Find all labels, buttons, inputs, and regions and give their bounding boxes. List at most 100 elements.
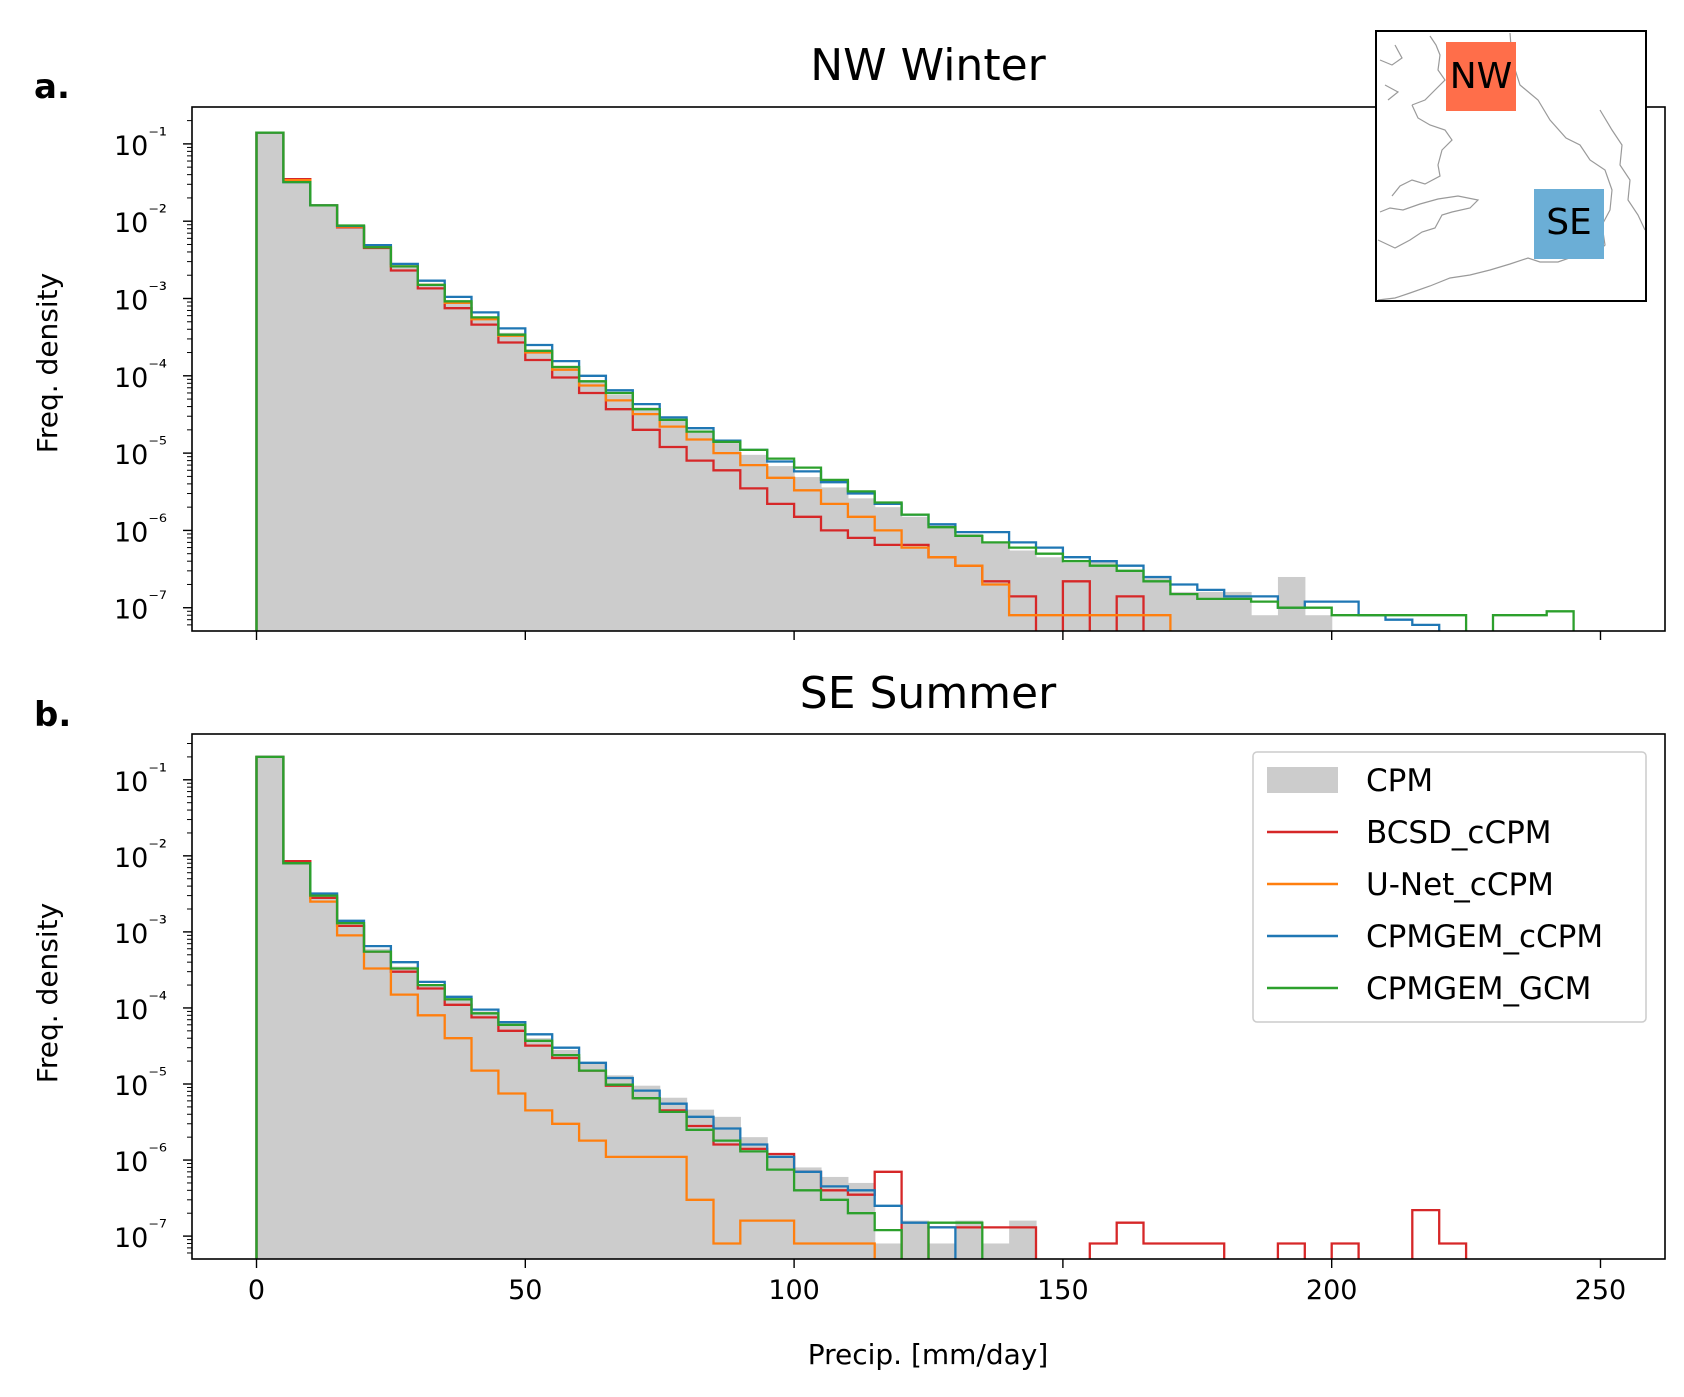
y-tick-label-b-4: 10⁻⁴ bbox=[114, 987, 167, 1026]
y-tick-label-a-3: 10⁻³ bbox=[114, 277, 167, 316]
bar-cpm-b-4 bbox=[364, 948, 392, 1259]
y-tick-label-a-5: 10⁻⁵ bbox=[114, 432, 167, 471]
panel-a: a. NW Winter Freq. density 10⁻¹10⁻²10⁻³1… bbox=[31, 40, 1666, 640]
bar-cpm-a-39 bbox=[1304, 615, 1333, 631]
bar-cpm-a-27 bbox=[982, 542, 1010, 631]
panel-b-xlabel: Precip. [mm/day] bbox=[808, 1338, 1049, 1371]
legend-label-cpm: CPM bbox=[1366, 763, 1433, 799]
y-tick-label-b-6: 10⁻⁶ bbox=[114, 1139, 167, 1178]
bar-cpm-a-33 bbox=[1143, 576, 1172, 631]
legend-label-unet: U-Net_cCPM bbox=[1366, 867, 1554, 903]
panel-a-ylabel: Freq. density bbox=[31, 273, 64, 453]
region-se-label: SE bbox=[1546, 202, 1592, 243]
panel-a-plot: 10⁻¹ 10⁻² 10⁻³ 10⁻⁴ 10⁻⁵ 10⁻⁶ 10⁻⁷ bbox=[114, 106, 1666, 640]
bar-cpm-b-17 bbox=[713, 1116, 741, 1259]
bar-cpm-a-19 bbox=[767, 466, 795, 631]
bar-cpm-a-37 bbox=[1251, 615, 1279, 631]
bar-cpm-b-16 bbox=[686, 1109, 715, 1259]
bar-cpm-a-34 bbox=[1170, 591, 1198, 631]
series-cpmgem-gcm-b bbox=[255, 755, 984, 1259]
bar-cpm-a-24 bbox=[901, 516, 930, 631]
bar-cpm-b-9 bbox=[498, 1024, 526, 1259]
bar-cpm-a-15 bbox=[659, 419, 688, 631]
bar-cpm-a-20 bbox=[794, 477, 822, 631]
axes-frame-a bbox=[191, 106, 1666, 632]
bar-cpm-a-32 bbox=[1116, 570, 1145, 631]
bar-cpm-a-2 bbox=[310, 205, 338, 632]
bar-cpm-a-4 bbox=[364, 246, 392, 632]
bar-cpm-b-7 bbox=[444, 999, 473, 1259]
bar-cpm-b-1 bbox=[283, 863, 311, 1259]
bar-cpm-a-30 bbox=[1062, 562, 1091, 631]
panel-b-label: b. bbox=[34, 695, 71, 735]
y-tick-label-b-3: 10⁻³ bbox=[114, 911, 167, 950]
y-tick-label-b-1: 10⁻¹ bbox=[114, 759, 167, 798]
y-tick-label-b-2: 10⁻² bbox=[114, 835, 167, 874]
series-cpmgem-gcm-a bbox=[255, 131, 1575, 631]
bar-cpm-b-11 bbox=[552, 1049, 580, 1259]
bar-cpm-a-23 bbox=[874, 507, 903, 631]
x-tick-label-b-150: 150 bbox=[1037, 1275, 1089, 1306]
bar-cpm-a-28 bbox=[1009, 550, 1037, 631]
bar-cpm-a-21 bbox=[820, 487, 849, 631]
series-u-net-ccpm-b bbox=[255, 755, 876, 1259]
bar-cpm-a-12 bbox=[579, 380, 607, 631]
bar-cpm-a-7 bbox=[444, 300, 473, 631]
y-tick-label-a-4: 10⁻⁴ bbox=[114, 355, 167, 394]
legend-label-cpmgem-gcm: CPMGEM_GCM bbox=[1366, 971, 1591, 1007]
bar-cpm-a-18 bbox=[740, 454, 768, 631]
x-tick-label-b-0: 0 bbox=[248, 1275, 265, 1306]
bar-cpm-a-11 bbox=[552, 365, 580, 631]
legend-swatch-cpm bbox=[1267, 767, 1338, 793]
bar-cpm-b-10 bbox=[525, 1038, 553, 1259]
y-tick-label-a-7: 10⁻⁷ bbox=[114, 587, 167, 626]
bar-cpm-b-5 bbox=[390, 966, 419, 1259]
y-tick-label-a-2: 10⁻² bbox=[114, 200, 167, 239]
bar-cpm-b-12 bbox=[579, 1062, 607, 1259]
bar-cpm-b-0 bbox=[256, 756, 284, 1259]
legend-label-cpmgem-ccpm: CPMGEM_cCPM bbox=[1366, 919, 1603, 955]
bar-cpm-a-0 bbox=[256, 132, 284, 631]
bar-cpm-a-22 bbox=[847, 498, 876, 631]
bar-cpm-b-3 bbox=[337, 925, 365, 1259]
bar-cpm-b-15 bbox=[659, 1097, 688, 1259]
legend-label-bcsd: BCSD_cCPM bbox=[1366, 815, 1552, 851]
bar-cpm-a-10 bbox=[525, 349, 553, 631]
bar-cpm-b-2 bbox=[310, 895, 338, 1259]
bar-cpm-b-14 bbox=[632, 1085, 661, 1259]
bar-cpm-a-31 bbox=[1089, 561, 1118, 631]
region-nw bbox=[1446, 42, 1516, 111]
panel-b-ylabel: Freq. density bbox=[31, 903, 64, 1083]
series-bcsd-ccpm-a bbox=[255, 131, 1145, 631]
y-tick-label-b-5: 10⁻⁵ bbox=[114, 1063, 167, 1102]
inset-map-frame bbox=[1375, 30, 1647, 302]
bar-cpm-a-6 bbox=[417, 283, 446, 631]
x-tick-label-b-100: 100 bbox=[768, 1275, 820, 1306]
x-tick-label-b-50: 50 bbox=[508, 1275, 542, 1306]
axes-frame-b bbox=[191, 733, 1666, 1260]
bar-cpm-a-3 bbox=[337, 226, 365, 631]
y-tick-label-a-1: 10⁻¹ bbox=[114, 123, 167, 162]
region-se bbox=[1534, 189, 1604, 259]
bar-cpm-b-24 bbox=[901, 1220, 930, 1259]
panel-b-title: SE Summer bbox=[800, 668, 1057, 719]
panel-a-label: a. bbox=[34, 67, 70, 107]
bar-cpm-b-13 bbox=[605, 1075, 634, 1259]
panel-b-plot: 0 50 100 150 200 250 10⁻¹ 10⁻² 10⁻³ 10⁻⁴ 10⁻⁵ 10⁻⁶ 1… bbox=[114, 733, 1666, 1306]
bar-cpm-a-14 bbox=[632, 407, 661, 631]
bar-cpm-b-18 bbox=[740, 1137, 768, 1259]
bar-cpm-a-1 bbox=[283, 182, 311, 632]
panel-b: b. SE Summer Freq. density Precip. [mm/d… bbox=[31, 668, 1666, 1371]
x-tick-label-b-200: 200 bbox=[1306, 1275, 1358, 1306]
y-tick-label-a-6: 10⁻⁶ bbox=[114, 509, 167, 548]
bar-cpm-b-23 bbox=[874, 1243, 903, 1259]
bar-cpm-a-16 bbox=[686, 431, 715, 631]
bar-cpm-b-25 bbox=[928, 1243, 956, 1259]
bar-cpm-a-5 bbox=[390, 266, 419, 631]
y-tick-label-b-7: 10⁻⁷ bbox=[114, 1215, 167, 1254]
bar-cpm-b-6 bbox=[417, 985, 446, 1259]
bar-cpm-a-26 bbox=[955, 533, 983, 631]
bar-cpm-a-8 bbox=[471, 316, 500, 631]
bar-cpm-a-25 bbox=[928, 524, 956, 631]
